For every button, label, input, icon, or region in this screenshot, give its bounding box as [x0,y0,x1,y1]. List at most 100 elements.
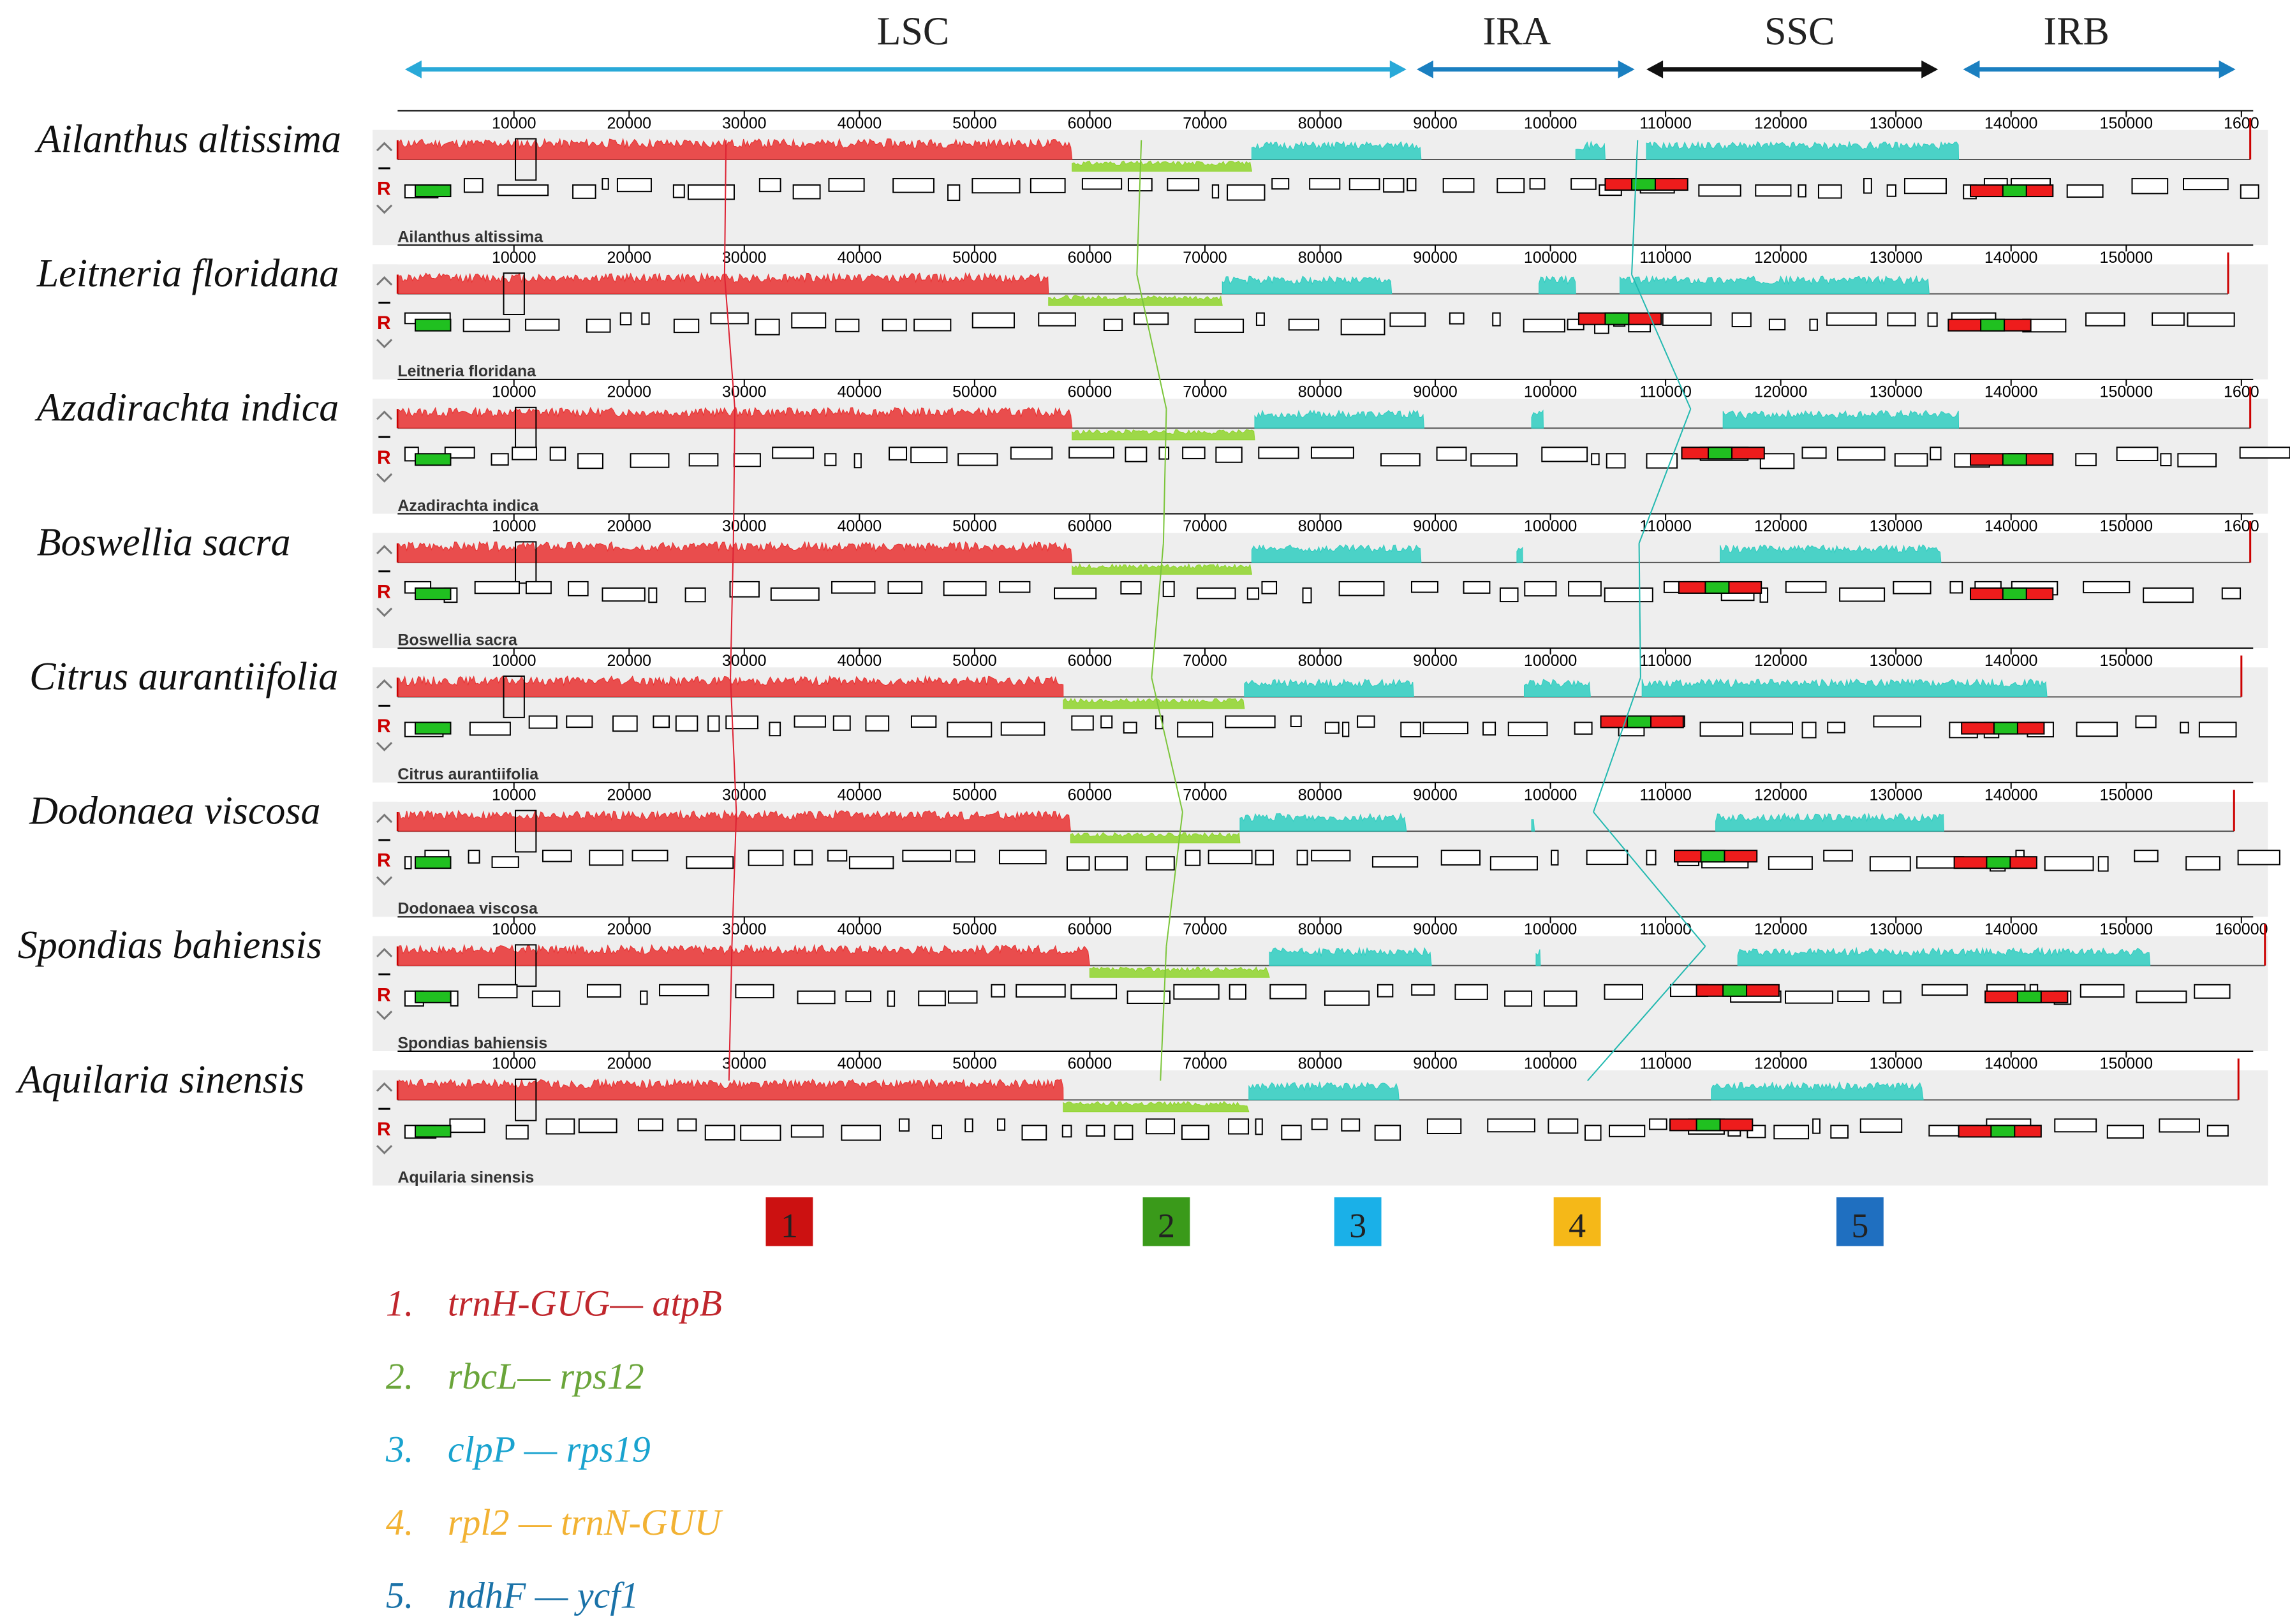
tick-label: 150000 [2100,920,2153,938]
gene-box [2152,312,2185,326]
gene-box [1100,715,1113,728]
gene-box [2085,312,2125,327]
lcb-cyan [1254,410,1425,429]
connector-red [723,274,736,410]
species-name: Aquilaria sinensis [15,1058,305,1102]
reverse-toggle[interactable]: R [377,984,391,1005]
reverse-toggle[interactable]: R [377,313,391,334]
gene-box [2182,178,2229,191]
tick-label: 150000 [2100,786,2153,804]
chevron-up-icon[interactable] [376,948,393,957]
chevron-down-icon[interactable] [376,339,393,349]
reverse-toggle[interactable]: R [377,447,391,468]
track-controls[interactable]: R [376,1082,393,1155]
box-fill [1142,1197,1190,1246]
gene-box [478,984,518,999]
tick-label: 10000 [492,920,536,938]
gene-box [602,178,609,190]
gene-box [1584,1125,1602,1141]
tick-label: 90000 [1413,249,1458,267]
reverse-toggle[interactable]: R [377,179,391,200]
gene-box [525,318,560,331]
chevron-up-icon[interactable] [376,545,393,555]
chevron-up-icon[interactable] [376,679,393,689]
gene-box [512,447,537,461]
reverse-toggle[interactable]: R [377,581,391,602]
species-panel: 10000 20000 30000 40000 50000 60000 70000 80000… [29,647,2268,783]
track-controls[interactable]: R [376,948,393,1021]
gene-box [2079,984,2125,998]
chevron-down-icon[interactable] [376,1010,393,1021]
region-box-2: 2 [1142,1197,1190,1246]
species-name: Dodonaea viscosa [29,790,320,833]
tick-label: 20000 [607,249,652,267]
gene-box [1341,721,1350,737]
gene-box [1801,721,1817,739]
track-controls[interactable]: R [376,545,393,617]
chevron-up-icon[interactable] [376,1082,393,1092]
tick-label: 150000 [2100,249,2153,267]
tick-label: 130000 [1869,517,1922,535]
tick-label: 70000 [1183,652,1227,670]
gene-box [1731,312,1752,328]
gene-box [2185,856,2220,871]
track-controls[interactable]: R [376,142,393,214]
gene-box [2159,1118,2200,1133]
gene-box [1662,312,1712,326]
legend-item: 5. ndhF — ycf1 [386,1575,639,1616]
gene-box [1258,447,1299,459]
gene-box [1411,984,1435,996]
gene-box [586,984,621,998]
gene-box [1586,850,1629,866]
track-controls[interactable]: R [376,410,393,483]
tick-label: 100000 [1524,920,1577,938]
gene-box [1071,715,1094,731]
gene-box [2187,312,2235,327]
tick-label: 120000 [1754,517,1807,535]
gene-box [1010,447,1053,460]
track-controls[interactable]: R [376,276,393,349]
chevron-up-icon[interactable] [376,276,393,286]
gene-box [1261,580,1278,594]
gene-box [632,850,669,862]
gene-box [1759,453,1795,469]
gene-box [444,447,475,459]
chevron-up-icon[interactable] [376,142,393,152]
reverse-toggle[interactable]: R [377,1119,391,1140]
reverse-toggle[interactable]: R [377,850,391,871]
gene-green [415,587,452,600]
chevron-down-icon[interactable] [376,204,393,214]
tick-label: 60000 [1068,114,1112,132]
tick-label: 10000 [492,786,536,804]
chevron-down-icon[interactable] [376,876,393,886]
lcb-cyan [1244,678,1414,697]
legend-text: ndhF — ycf1 [448,1575,639,1616]
tick-label: 60000 [1068,383,1112,401]
gene-box [648,587,658,603]
tick-label: 120000 [1754,786,1807,804]
arrow-head-right [2219,60,2236,78]
scale-strip [397,1051,2268,1071]
chevron-up-icon[interactable] [376,813,393,823]
tick-label: 150000 [2100,114,2153,132]
gene-box [1167,178,1200,191]
tick-label: 120000 [1754,1055,1807,1073]
reverse-toggle[interactable]: R [377,716,391,737]
gene-box [1837,990,1870,1002]
track-controls[interactable]: R [376,813,393,886]
chevron-down-icon[interactable] [376,742,393,751]
chevron-down-icon[interactable] [376,473,393,483]
gene-box [1798,184,1806,198]
gene-box [1426,1118,1462,1134]
chevron-down-icon[interactable] [376,607,393,617]
gene-green [415,990,452,1003]
chevron-down-icon[interactable] [376,1145,393,1155]
chevron-up-icon[interactable] [376,410,393,420]
gene-box [568,580,589,596]
gene-box [1377,984,1394,998]
connector-green [1160,946,1167,1081]
tick-label: 120000 [1754,114,1807,132]
gene-box [545,1118,575,1135]
species-name: Leitneria floridana [36,252,339,295]
track-controls[interactable]: R [376,679,393,751]
